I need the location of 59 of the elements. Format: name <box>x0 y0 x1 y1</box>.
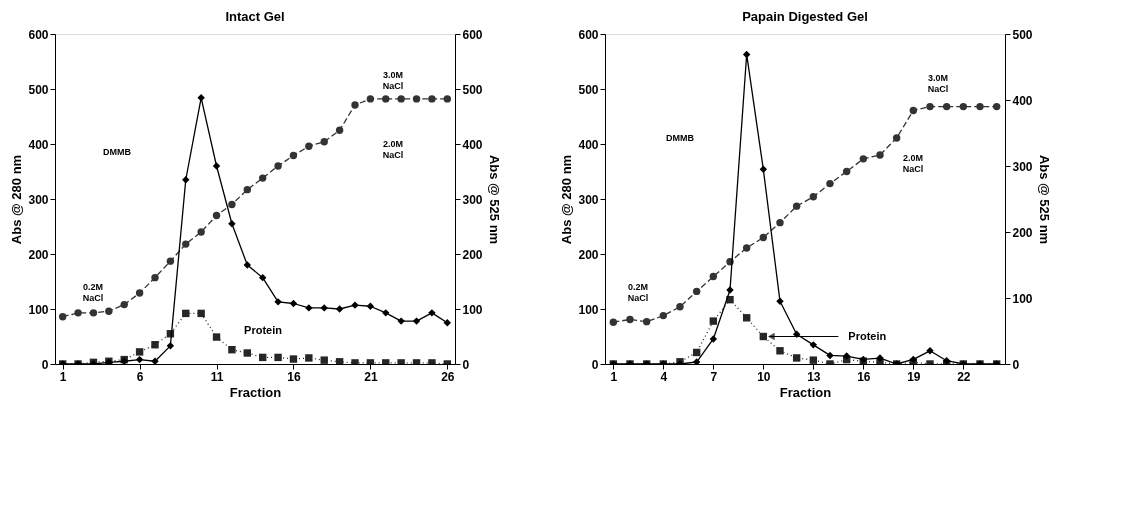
y-tick-label: 200 <box>578 247 599 262</box>
y2-tick-label: 300 <box>1012 159 1033 174</box>
y-tick-label: 0 <box>591 357 599 372</box>
y2-tick-label: 400 <box>462 137 483 152</box>
chart-title: Papain Digested Gel <box>742 9 868 24</box>
annotation: Protein <box>244 324 283 336</box>
annotation: DMMB <box>666 133 695 143</box>
y2-tick-label: 100 <box>462 302 483 317</box>
y2-tick-label: 200 <box>462 247 483 262</box>
chart-title: Intact Gel <box>225 9 285 24</box>
y2-axis-title: Abs @ 525 nm <box>486 154 502 245</box>
x-tick-label: 22 <box>957 369 971 384</box>
y2-tick-label: 400 <box>1012 93 1033 108</box>
y-tick-label: 400 <box>578 137 599 152</box>
x-tick-label: 1 <box>59 369 67 384</box>
annotation: 2.0M NaCl <box>902 153 924 174</box>
x-tick-label: 16 <box>857 369 871 384</box>
y-tick-label: 100 <box>578 302 599 317</box>
y-axis-title: Abs @ 280 nm <box>559 154 575 245</box>
x-tick-label: 13 <box>807 369 821 384</box>
annotation: DMMB <box>103 147 132 157</box>
x-tick-label: 1 <box>610 369 618 384</box>
x-tick-label: 4 <box>660 369 668 384</box>
x-tick-label: 26 <box>441 369 455 384</box>
y2-tick-label: 600 <box>462 27 483 42</box>
annotation: 2.0M NaCl <box>382 139 404 160</box>
y2-axis-title: Abs @ 525 nm <box>1036 154 1052 245</box>
y-axis-title: Abs @ 280 nm <box>9 154 25 245</box>
y-tick-label: 300 <box>28 192 49 207</box>
x-tick-label: 16 <box>287 369 301 384</box>
x-tick-label: 19 <box>907 369 921 384</box>
x-axis-title: Fraction <box>779 384 832 400</box>
y2-tick-label: 0 <box>462 357 470 372</box>
y-tick-label: 400 <box>28 137 49 152</box>
annotation: 0.2M NaCl <box>82 282 104 303</box>
y-tick-label: 600 <box>28 27 49 42</box>
y-tick-label: 600 <box>578 27 599 42</box>
y-tick-label: 200 <box>28 247 49 262</box>
x-tick-label: 10 <box>757 369 771 384</box>
y-tick-label: 500 <box>28 82 49 97</box>
x-tick-label: 11 <box>210 369 224 384</box>
y-tick-label: 100 <box>28 302 49 317</box>
y2-tick-label: 0 <box>1012 357 1020 372</box>
annotation: Protein <box>848 329 887 342</box>
annotation: 0.2M NaCl <box>627 282 649 303</box>
x-tick-label: 7 <box>710 369 718 384</box>
annotation: 3.0M NaCl <box>927 73 949 94</box>
y-tick-label: 500 <box>578 82 599 97</box>
x-axis-title: Fraction <box>229 384 282 400</box>
y2-tick-label: 300 <box>462 192 483 207</box>
y2-tick-label: 200 <box>1012 225 1033 240</box>
y-tick-label: 300 <box>578 192 599 207</box>
x-tick-label: 6 <box>136 369 144 384</box>
y2-tick-label: 500 <box>462 82 483 97</box>
y2-tick-label: 100 <box>1012 291 1033 306</box>
annotation: 3.0M NaCl <box>382 70 404 91</box>
x-tick-label: 21 <box>364 369 378 384</box>
y2-tick-label: 500 <box>1012 27 1033 42</box>
y-tick-label: 0 <box>41 357 49 372</box>
